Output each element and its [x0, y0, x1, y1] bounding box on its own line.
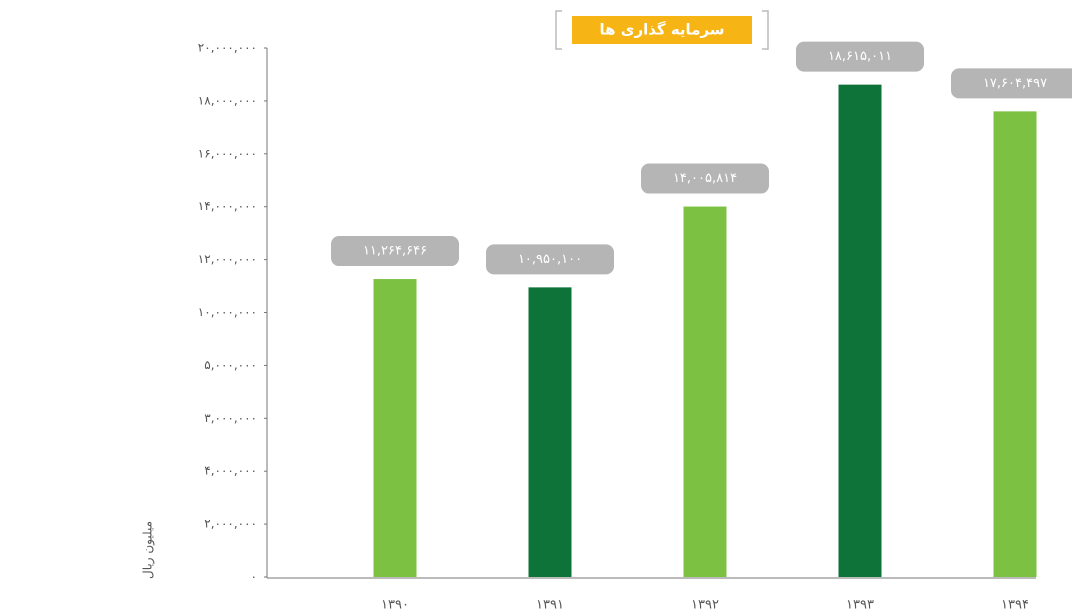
value-label: ۱۰,۹۵۰,۱۰۰: [518, 252, 582, 267]
value-label: ۱۱,۲۶۴,۶۴۶: [363, 244, 427, 259]
value-label: ۱۷,۶۰۴,۴۹۷: [983, 76, 1047, 91]
bar: [838, 84, 882, 577]
value-label-box: [796, 41, 924, 72]
y-tick-label: ۱۸,۰۰۰,۰۰۰: [198, 93, 257, 107]
y-tick-label: ۱۰,۰۰۰,۰۰۰: [198, 305, 257, 319]
y-tick-label: ۴,۰۰۰,۰۰۰: [204, 464, 257, 478]
x-tick-label: ۱۳۹۰: [381, 598, 409, 613]
value-label: ۱۸,۶۱۵,۰۱۱: [828, 49, 892, 64]
y-tick-label: ۲,۰۰۰,۰۰۰: [204, 517, 257, 531]
y-tick-label: ۱۶,۰۰۰,۰۰۰: [198, 146, 257, 160]
y-tick-label: ۱۴,۰۰۰,۰۰۰: [198, 199, 257, 213]
y-tick-label: ۳,۰۰۰,۰۰۰: [204, 411, 257, 425]
x-tick-label: ۱۳۹۴: [1001, 598, 1029, 613]
bar: [528, 287, 572, 577]
y-tick-label: ۵,۰۰۰,۰۰۰: [204, 358, 257, 372]
bar: [373, 279, 417, 577]
chart-title: سرمایه گذاری ها: [599, 21, 724, 39]
value-label: ۱۴,۰۰۵,۸۱۴: [673, 171, 737, 186]
value-label-box: [641, 163, 769, 194]
title-brackets: [555, 10, 769, 50]
value-label-box: [331, 236, 459, 267]
y-tick-label: ۲۰,۰۰۰,۰۰۰: [198, 41, 257, 55]
x-tick-label: ۱۳۹۲: [691, 598, 719, 613]
x-tick-label: ۱۳۹۳: [846, 598, 874, 613]
y-axis-label: میلیون ریال: [141, 521, 156, 579]
title-box: [572, 16, 752, 44]
y-tick-label: ۱۲,۰۰۰,۰۰۰: [198, 252, 257, 266]
value-label-box: [486, 244, 614, 275]
y-tick-label: ۰: [251, 570, 257, 584]
bar: [993, 111, 1037, 577]
x-tick-label: ۱۳۹۱: [536, 598, 564, 613]
value-label-box: [951, 68, 1072, 99]
bar: [683, 206, 727, 578]
